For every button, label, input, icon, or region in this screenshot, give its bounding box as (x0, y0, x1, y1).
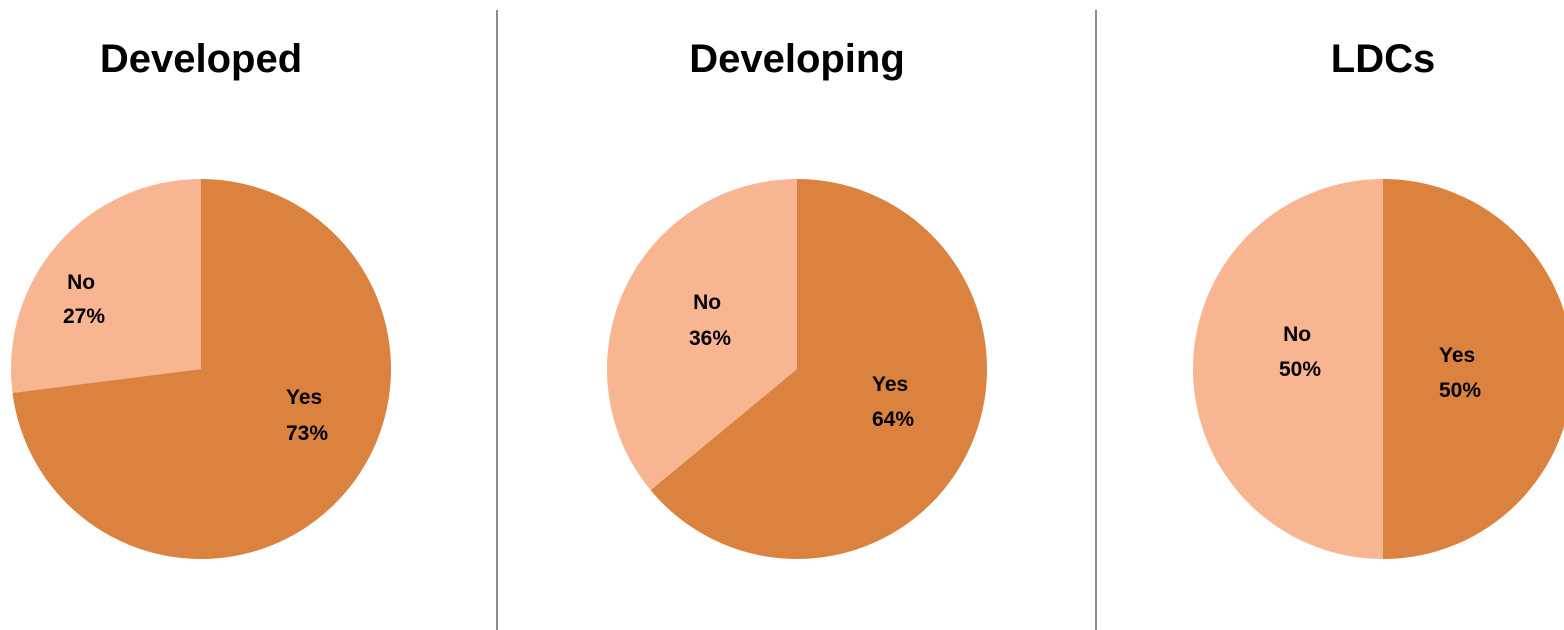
pie-ldcs (1193, 179, 1564, 559)
pie-slice-yes (650, 179, 988, 559)
pie-chart-ldcs: LDCs No 50% Yes 50% (1193, 37, 1564, 559)
slice-label-developed-no: No 27% (63, 271, 105, 328)
pie-developing (607, 179, 988, 559)
chart-title-developed: Developed (100, 37, 302, 81)
pie-slice-no (10, 179, 201, 393)
pie-slice-yes (12, 179, 392, 559)
pie-slice-yes (1383, 179, 1564, 559)
slice-label-developing-no: No 36% (689, 291, 731, 350)
pie-slice-no (1193, 179, 1383, 559)
pie-chart-developed: Developed No 27% Yes 73% (10, 37, 392, 559)
slice-label-ldcs-yes: Yes 50% (1439, 344, 1481, 402)
pie-developed (10, 179, 392, 559)
slice-label-developed-yes: Yes 73% (286, 386, 328, 445)
slice-label-developing-yes: Yes 64% (872, 373, 914, 431)
chart-title-ldcs: LDCs (1331, 37, 1435, 81)
slice-label-ldcs-no: No 50% (1279, 323, 1321, 381)
pie-chart-developing: Developing No 36% Yes 64% (607, 37, 988, 559)
chart-title-developing: Developing (689, 37, 905, 81)
pie-slice-no (607, 179, 797, 491)
